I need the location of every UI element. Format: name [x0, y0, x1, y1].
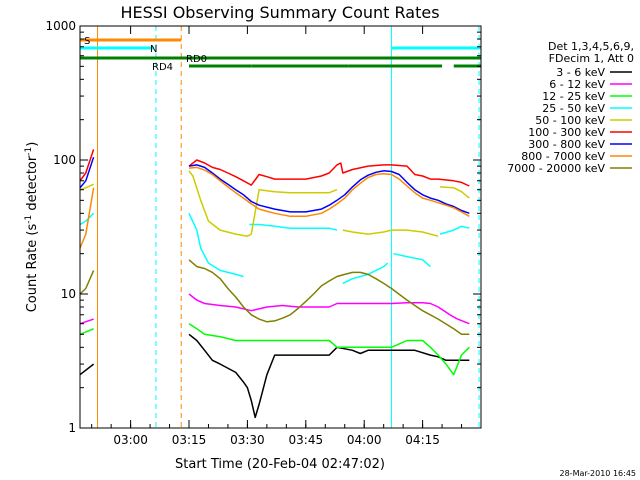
legend: Det 1,3,4,5,6,9,FDecim 1, Att 03 - 6 keV… [507, 40, 634, 175]
y-axis-label: Count Rate (s-1 detector-1) [24, 142, 40, 313]
x-tick-label-1: 03:15 [172, 433, 207, 447]
y-tick-label-2: 100 [53, 153, 76, 167]
flag-label-rd0: RD0 [186, 54, 207, 65]
legend-label-6: 300 - 800 keV [528, 138, 605, 151]
plot-frame [79, 25, 482, 429]
y-tick-label-3: 1000 [45, 19, 76, 33]
series-line-8 [79, 259, 470, 336]
x-tick-label-0: 03:00 [113, 433, 148, 447]
x-tick-label-2: 03:30 [230, 433, 265, 447]
series-line-0 [79, 333, 470, 419]
y-axis-label-base: Count Rate (s [25, 224, 40, 313]
legend-label-8: 7000 - 20000 keV [507, 162, 605, 175]
legend-label-5: 100 - 300 keV [528, 126, 605, 139]
series-lines [79, 149, 470, 419]
legend-label-4: 50 - 100 keV [535, 114, 605, 127]
footer-timestamp: 28-Mar-2010 16:45 [560, 469, 637, 478]
legend-label-3: 25 - 50 keV [542, 102, 605, 115]
y-axis-label-mid: detector [25, 155, 40, 215]
x-tick-label-4: 04:00 [347, 433, 382, 447]
series-line-4 [79, 170, 470, 237]
chart-title: HESSI Observing Summary Count Rates [120, 3, 439, 22]
flag-label-rd4: RD4 [152, 62, 173, 73]
y-axis-label-sup2: -1 [24, 147, 34, 156]
legend-label-0: 3 - 6 keV [556, 66, 605, 79]
y-axis-label-sup1: -1 [24, 215, 34, 224]
flag-label-n: N [150, 44, 157, 55]
y-tick-label-0: 1 [68, 421, 76, 435]
x-tick-label-5: 04:15 [405, 433, 440, 447]
series-line-2 [79, 323, 470, 376]
series-line-1 [79, 293, 470, 325]
series-line-6 [79, 156, 470, 215]
legend-header-1: FDecim 1, Att 0 [549, 52, 634, 65]
x-axis-label: Start Time (20-Feb-04 02:47:02) [175, 457, 385, 472]
series-line-7 [79, 166, 470, 249]
y-axis-label-end: ) [25, 142, 40, 147]
series-line-3 [79, 212, 470, 285]
legend-label-2: 12 - 25 keV [542, 90, 605, 103]
plot-decorations: S N RD0 RD4 [80, 26, 481, 428]
y-tick-label-1: 10 [61, 287, 76, 301]
x-tick-label-3: 03:45 [289, 433, 324, 447]
legend-label-7: 800 - 7000 keV [521, 150, 605, 163]
series-line-5 [79, 149, 470, 187]
legend-header-0: Det 1,3,4,5,6,9, [548, 40, 634, 53]
axis-ticks: 03:00 03:15 03:30 03:45 04:00 04:15 1 10 100 1000 [45, 19, 482, 447]
flag-label-s: S [84, 36, 90, 47]
legend-label-1: 6 - 12 keV [549, 78, 605, 91]
